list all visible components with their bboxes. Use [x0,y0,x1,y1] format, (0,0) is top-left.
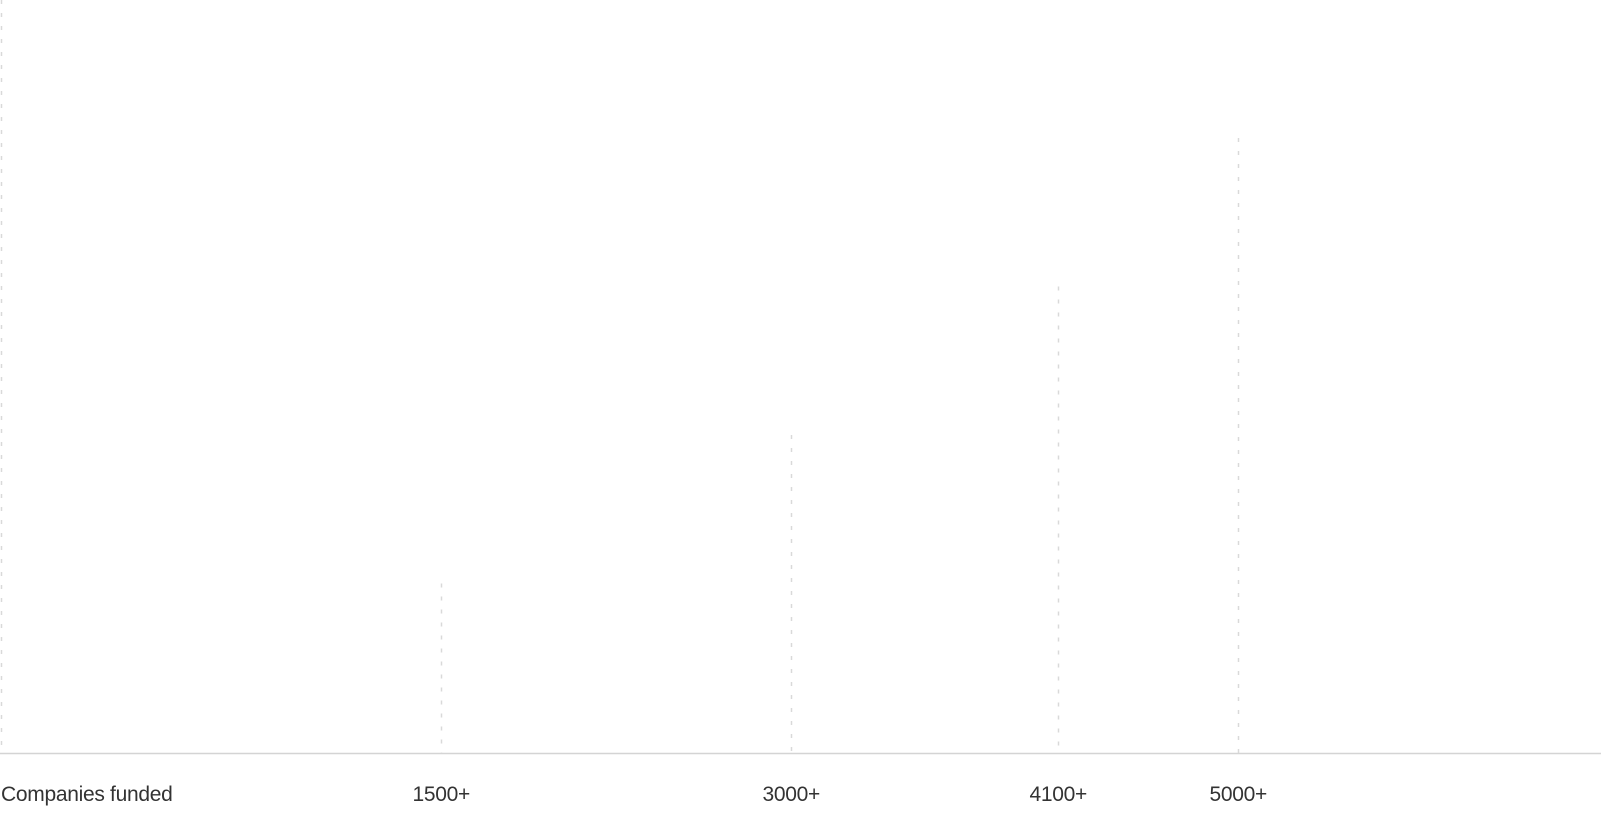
value-label: 1500+ [412,783,471,806]
value-label: 5000+ [1209,783,1268,806]
value-label: 4100+ [1029,783,1088,806]
value-label: 3000+ [762,783,821,806]
axis-label: Companies funded [1,783,173,806]
